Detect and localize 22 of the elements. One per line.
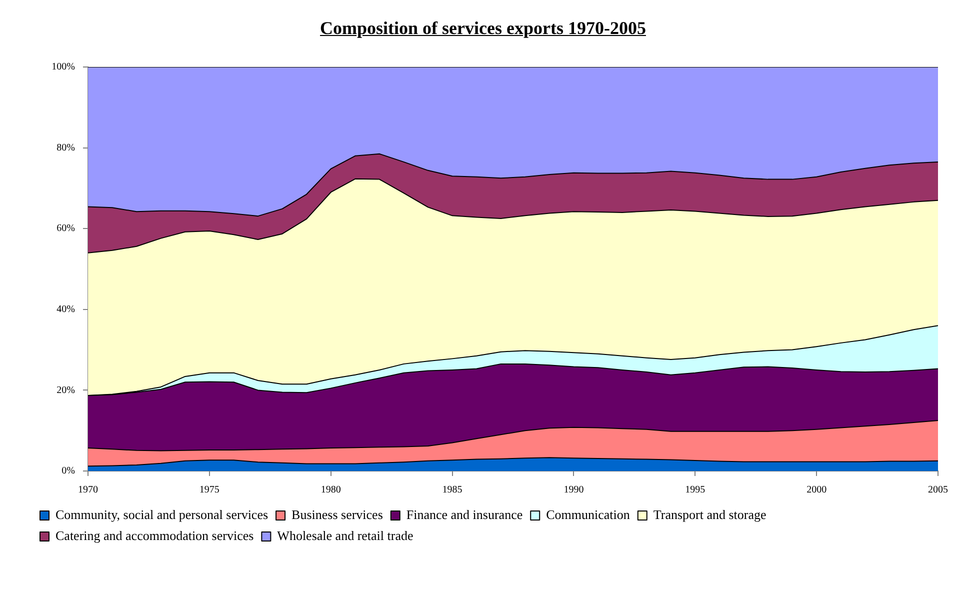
legend-label: Business services [292,506,383,522]
x-tick-label: 2000 [806,484,827,496]
legend-label: Transport and storage [653,506,766,522]
y-tick-label: 60% [56,223,75,234]
x-tick-label: 1970 [78,484,98,496]
legend-label: Catering and accommodation services [56,528,254,543]
x-tick-label: 1980 [320,484,341,496]
y-tick-label: 100% [52,62,75,73]
y-tick-label: 40% [56,304,75,316]
x-tick-label: 2005 [928,484,948,496]
chart-title: Composition of services exports 1970-2005 [319,18,647,39]
y-tick-label: 0% [62,466,75,477]
y-tick-label: 20% [56,384,75,396]
legend-label: Finance and insurance [406,506,523,522]
legend-label: Community, social and personal services [56,506,268,522]
x-tick-label: 1990 [564,484,584,496]
legend-label: Wholesale and retail trade [277,528,414,543]
x-tick-label: 1975 [199,484,220,496]
x-tick-label: 1995 [685,484,706,496]
legend-label: Communication [546,506,630,522]
x-tick-label: 1985 [442,484,462,496]
y-tick-label: 80% [56,142,75,154]
